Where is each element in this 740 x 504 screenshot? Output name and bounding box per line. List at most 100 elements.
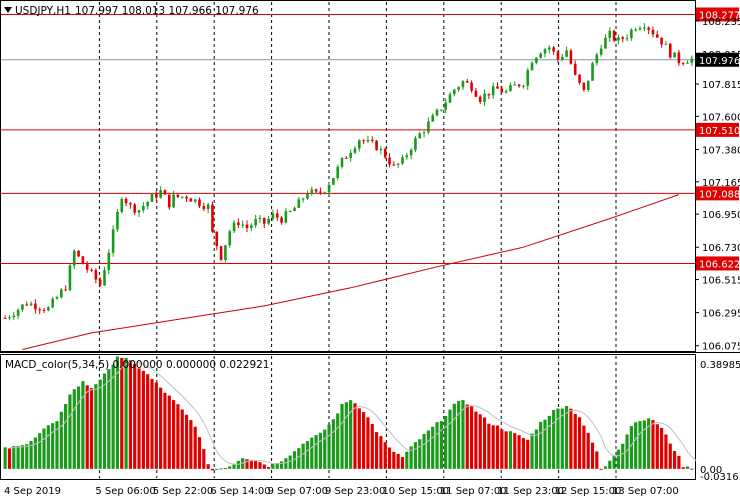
triangle-down-icon[interactable] <box>4 7 12 13</box>
macd-bar-down <box>668 443 672 469</box>
macd-bar-down <box>163 392 167 469</box>
candle-bull <box>509 85 512 92</box>
candle-bull <box>51 298 54 308</box>
candle-bear <box>392 164 396 166</box>
candle-bull <box>206 204 210 210</box>
horizontal-levels[interactable]: 108.277 107.510 107.088 106.622 107.976 <box>1 7 740 271</box>
candle-bear <box>478 96 482 102</box>
macd-bar-up <box>72 389 76 469</box>
candle-bull <box>323 192 327 194</box>
candle-bull <box>111 229 115 253</box>
macd-bar-up <box>305 441 310 469</box>
candle-bear <box>198 199 201 207</box>
candle-bear <box>612 30 616 41</box>
macd-bar-down <box>85 385 89 469</box>
macd-bar-down <box>89 388 94 469</box>
time-tick-label: 9 Sep 07:00 <box>268 486 328 497</box>
macd-bar-up <box>76 386 81 469</box>
macd-bar-down <box>586 432 590 469</box>
macd-bar-down <box>400 457 405 469</box>
candle-bear <box>133 204 137 213</box>
macd-bar-up <box>409 446 413 469</box>
macd-bar-up <box>236 460 240 469</box>
macd-bar-up <box>647 418 651 469</box>
macd-bar-up <box>340 403 344 469</box>
macd-bar-up <box>284 458 288 469</box>
candle-bear <box>85 264 89 270</box>
macd-bar-down <box>526 439 530 469</box>
candle-bull <box>608 30 612 38</box>
macd-bar-down <box>495 425 500 469</box>
level-107-510-label-box <box>696 122 739 137</box>
candle-bull <box>107 252 111 271</box>
level-108-277-label: 108.277 <box>699 10 740 21</box>
candle-bear <box>556 51 560 60</box>
macd-bar-up <box>228 466 232 469</box>
macd-bar-up <box>327 424 331 469</box>
candle-bull <box>120 198 124 212</box>
candle-bull <box>440 109 443 111</box>
macd-bar-up <box>219 468 223 470</box>
candle-bull <box>172 194 175 208</box>
macd-bar-up <box>547 415 551 469</box>
candle-bull <box>146 201 149 206</box>
macd-bar-down <box>141 370 145 469</box>
macd-bar-up <box>426 430 430 469</box>
candle-bull <box>366 139 370 142</box>
macd-bar-up <box>344 402 348 469</box>
candlestick-series <box>3 23 694 321</box>
time-axis[interactable]: 4 Sep 2019 5 Sep 06:005 Sep 22:006 Sep 14… <box>4 486 679 497</box>
macd-bar-up <box>625 434 629 469</box>
macd-bar-up <box>232 463 236 469</box>
macd-bar-up <box>46 425 50 469</box>
macd-bar-up <box>629 426 633 469</box>
candle-bear <box>470 82 473 91</box>
macd-bar-up <box>405 451 409 469</box>
price-tick-label: 106.295 <box>702 309 740 320</box>
macd-bar-down <box>362 412 366 469</box>
symbol-label: USDJPY,H1 <box>15 5 71 17</box>
candle-bull <box>444 102 447 110</box>
candle-bear <box>552 47 555 52</box>
candle-bull <box>29 303 33 306</box>
candle-bull <box>47 307 50 311</box>
macd-bar-up <box>621 443 625 469</box>
macd-bar-down <box>374 432 379 469</box>
macd-bar-up <box>3 447 7 469</box>
candle-bear <box>176 194 180 198</box>
macd-bar-down <box>504 431 508 469</box>
candle-bear <box>677 52 681 64</box>
ohlc-values: 107.997 108.013 107.966 107.976 <box>75 5 259 17</box>
macd-bar-up <box>12 446 16 469</box>
macd-bar-up <box>16 445 20 469</box>
macd-bar-down <box>392 451 396 469</box>
candle-bull <box>353 148 357 153</box>
macd-bar-down <box>353 403 357 469</box>
macd-bar-down <box>159 387 163 469</box>
macd-bar-up <box>25 444 29 469</box>
candle-bull <box>336 166 340 179</box>
time-tick-label: 4 Sep 2019 <box>4 486 61 497</box>
candle-bull <box>180 196 184 198</box>
candle-bull <box>159 190 162 198</box>
candle-bull <box>142 205 145 211</box>
macd-bar-up <box>68 394 72 469</box>
candle-bull <box>491 86 495 96</box>
macd-bar-up <box>448 409 452 469</box>
macd-bar-up <box>418 439 422 469</box>
macd-bar-down <box>180 409 184 469</box>
macd-bar-up <box>685 466 690 469</box>
price-axis[interactable]: 108.235 108.015 107.815 107.600 107.380 107.1… <box>695 17 740 353</box>
macd-bar-up <box>98 379 102 469</box>
candle-bull <box>327 184 331 193</box>
time-tick-label: 5 Sep 22:00 <box>153 486 213 497</box>
macd-bar-up <box>38 433 42 469</box>
macd-bar-down <box>513 433 517 469</box>
macd-bar-down <box>469 406 474 469</box>
macd-bar-down <box>478 414 482 469</box>
macd-bar-down <box>482 417 487 469</box>
candle-bull <box>332 178 335 185</box>
macd-bar-down <box>202 449 206 469</box>
